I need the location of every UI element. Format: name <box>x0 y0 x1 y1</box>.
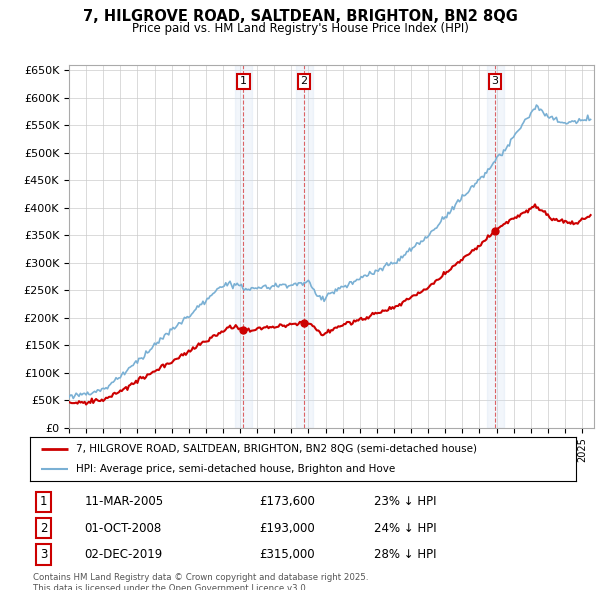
Text: 02-DEC-2019: 02-DEC-2019 <box>85 548 163 561</box>
Text: 2: 2 <box>301 76 308 86</box>
Text: 24% ↓ HPI: 24% ↓ HPI <box>374 522 437 535</box>
Bar <box>487 65 504 428</box>
Text: 7, HILGROVE ROAD, SALTDEAN, BRIGHTON, BN2 8QG: 7, HILGROVE ROAD, SALTDEAN, BRIGHTON, BN… <box>83 9 517 24</box>
Text: 3: 3 <box>40 548 47 561</box>
Text: £193,000: £193,000 <box>259 522 315 535</box>
Text: 7, HILGROVE ROAD, SALTDEAN, BRIGHTON, BN2 8QG (semi-detached house): 7, HILGROVE ROAD, SALTDEAN, BRIGHTON, BN… <box>76 444 478 454</box>
Text: 2: 2 <box>40 522 47 535</box>
Text: £173,600: £173,600 <box>259 495 315 508</box>
Text: 3: 3 <box>491 76 499 86</box>
Text: Contains HM Land Registry data © Crown copyright and database right 2025.
This d: Contains HM Land Registry data © Crown c… <box>33 573 368 590</box>
Text: 01-OCT-2008: 01-OCT-2008 <box>85 522 162 535</box>
Text: 23% ↓ HPI: 23% ↓ HPI <box>374 495 436 508</box>
Text: £315,000: £315,000 <box>259 548 315 561</box>
Text: HPI: Average price, semi-detached house, Brighton and Hove: HPI: Average price, semi-detached house,… <box>76 464 395 474</box>
Bar <box>296 65 313 428</box>
Text: 11-MAR-2005: 11-MAR-2005 <box>85 495 164 508</box>
Text: 28% ↓ HPI: 28% ↓ HPI <box>374 548 436 561</box>
Text: 1: 1 <box>240 76 247 86</box>
Text: Price paid vs. HM Land Registry's House Price Index (HPI): Price paid vs. HM Land Registry's House … <box>131 22 469 35</box>
Bar <box>235 65 252 428</box>
Text: 1: 1 <box>40 495 47 508</box>
